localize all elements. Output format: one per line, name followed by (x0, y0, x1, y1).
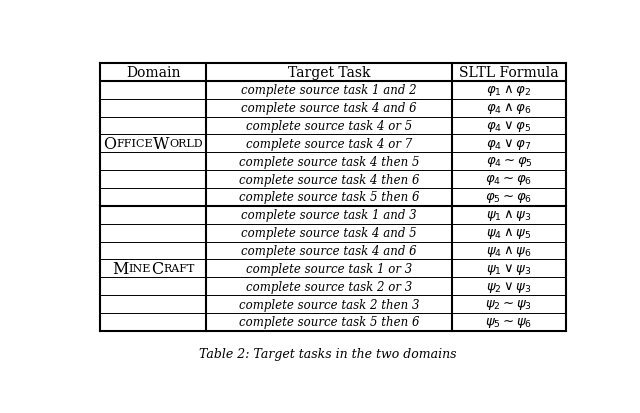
Text: $\varphi_4 \vee \varphi_7$: $\varphi_4 \vee \varphi_7$ (486, 137, 532, 152)
Text: M: M (112, 260, 129, 277)
Text: complete source task 1 and 2: complete source task 1 and 2 (241, 84, 417, 97)
Text: $\varphi_4 \sim \varphi_5$: $\varphi_4 \sim \varphi_5$ (486, 155, 532, 169)
Text: complete source task 1 and 3: complete source task 1 and 3 (241, 209, 417, 222)
Text: $\psi_2 \vee \psi_3$: $\psi_2 \vee \psi_3$ (486, 279, 532, 294)
Text: W: W (153, 135, 170, 152)
Text: INE: INE (129, 263, 151, 274)
Text: $\varphi_4 \vee \varphi_5$: $\varphi_4 \vee \varphi_5$ (486, 119, 532, 134)
Text: complete source task 1 or 3: complete source task 1 or 3 (246, 262, 412, 275)
Text: complete source task 4 and 6: complete source task 4 and 6 (241, 244, 417, 257)
Text: FFICE: FFICE (116, 139, 153, 149)
Text: $\psi_2 \sim \psi_3$: $\psi_2 \sim \psi_3$ (486, 297, 532, 311)
Text: $\psi_4 \wedge \psi_6$: $\psi_4 \wedge \psi_6$ (486, 243, 532, 259)
Text: O: O (103, 135, 116, 152)
Text: complete source task 5 then 6: complete source task 5 then 6 (239, 191, 419, 204)
Text: Target Task: Target Task (288, 66, 371, 80)
Text: complete source task 4 or 7: complete source task 4 or 7 (246, 138, 412, 150)
Text: ORLD: ORLD (170, 139, 203, 149)
Text: complete source task 4 then 6: complete source task 4 then 6 (239, 173, 419, 186)
Text: complete source task 4 and 5: complete source task 4 and 5 (241, 227, 417, 240)
Text: C: C (151, 260, 163, 277)
Text: $\varphi_4 \sim \varphi_6$: $\varphi_4 \sim \varphi_6$ (485, 173, 532, 187)
Text: SLTL Formula: SLTL Formula (460, 66, 559, 80)
Text: $\psi_5 \sim \psi_6$: $\psi_5 \sim \psi_6$ (485, 315, 532, 329)
Text: $\varphi_1 \wedge \varphi_2$: $\varphi_1 \wedge \varphi_2$ (486, 83, 532, 98)
Text: complete source task 4 then 5: complete source task 4 then 5 (239, 155, 419, 169)
Text: $\varphi_4 \wedge \varphi_6$: $\varphi_4 \wedge \varphi_6$ (486, 101, 532, 116)
Text: complete source task 5 then 6: complete source task 5 then 6 (239, 316, 419, 329)
Text: Domain: Domain (126, 66, 180, 80)
Text: $\psi_1 \wedge \psi_3$: $\psi_1 \wedge \psi_3$ (486, 208, 532, 223)
Text: RAFT: RAFT (163, 263, 195, 274)
Text: $\psi_4 \wedge \psi_5$: $\psi_4 \wedge \psi_5$ (486, 225, 532, 240)
Text: Table 2: Target tasks in the two domains: Table 2: Target tasks in the two domains (199, 347, 457, 360)
Text: $\psi_1 \vee \psi_3$: $\psi_1 \vee \psi_3$ (486, 261, 532, 276)
Text: complete source task 4 or 5: complete source task 4 or 5 (246, 120, 412, 133)
Text: $\varphi_5 \sim \varphi_6$: $\varphi_5 \sim \varphi_6$ (485, 190, 532, 204)
Text: complete source task 4 and 6: complete source task 4 and 6 (241, 102, 417, 115)
Text: complete source task 2 or 3: complete source task 2 or 3 (246, 280, 412, 293)
Text: complete source task 2 then 3: complete source task 2 then 3 (239, 298, 419, 311)
